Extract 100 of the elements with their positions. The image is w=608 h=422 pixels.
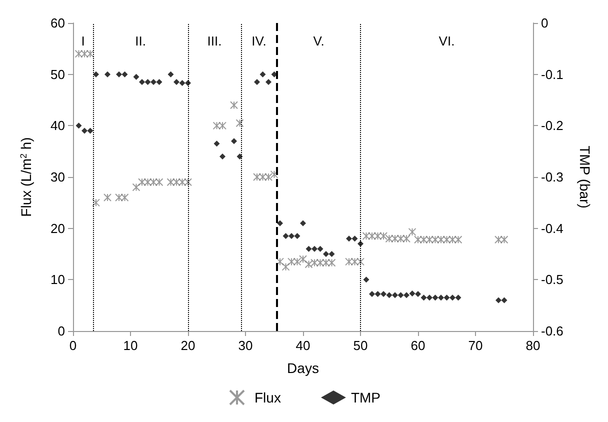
y2-tick-label: -0.2 bbox=[541, 118, 564, 134]
point bbox=[501, 297, 508, 304]
point bbox=[220, 153, 226, 160]
point bbox=[82, 128, 88, 134]
point bbox=[454, 236, 462, 244]
point bbox=[115, 194, 123, 202]
point bbox=[260, 71, 266, 78]
y-tick-label: 0 bbox=[58, 324, 65, 338]
point bbox=[386, 292, 392, 298]
point bbox=[80, 50, 88, 58]
point bbox=[74, 50, 83, 58]
x-tick-label: 10 bbox=[123, 338, 138, 353]
point bbox=[156, 79, 162, 86]
point bbox=[236, 119, 244, 128]
point bbox=[420, 294, 427, 301]
x-tick-label: 70 bbox=[468, 338, 483, 353]
point bbox=[500, 236, 508, 244]
annotation: I bbox=[81, 34, 85, 48]
point bbox=[363, 276, 370, 283]
point bbox=[362, 232, 370, 240]
y-tick-label: 50 bbox=[50, 66, 65, 82]
point bbox=[380, 291, 386, 298]
point bbox=[166, 178, 175, 186]
y2-tick-label: -0.4 bbox=[541, 220, 564, 236]
point bbox=[86, 50, 94, 58]
point bbox=[254, 79, 260, 86]
x-tick-label: 50 bbox=[353, 338, 368, 353]
point bbox=[317, 246, 324, 252]
point bbox=[144, 178, 152, 186]
point bbox=[116, 71, 122, 78]
point bbox=[438, 294, 444, 301]
point bbox=[139, 79, 145, 86]
point bbox=[270, 170, 278, 178]
y2-tick-label: -0.3 bbox=[541, 170, 564, 184]
x-tick-label: 40 bbox=[296, 338, 310, 353]
point bbox=[212, 122, 221, 130]
annotation: II. bbox=[135, 34, 146, 48]
point bbox=[277, 220, 283, 226]
point bbox=[431, 236, 440, 244]
legend-label: Flux bbox=[254, 390, 281, 406]
point bbox=[264, 173, 272, 181]
point bbox=[178, 178, 186, 186]
x-tick-label: 80 bbox=[526, 338, 540, 353]
point bbox=[402, 234, 410, 243]
point bbox=[266, 79, 272, 86]
point bbox=[288, 233, 294, 240]
point bbox=[398, 292, 404, 298]
point bbox=[316, 258, 324, 267]
point bbox=[396, 234, 405, 243]
y-tick-label: 10 bbox=[50, 272, 65, 288]
point bbox=[174, 79, 180, 86]
point bbox=[442, 236, 451, 244]
point bbox=[104, 71, 110, 78]
point bbox=[184, 178, 192, 186]
point bbox=[409, 290, 416, 297]
annotation: VI. bbox=[438, 34, 455, 48]
y-axis-title: Flux (L/m2 h) bbox=[18, 137, 34, 217]
y2-tick-label: -0.1 bbox=[541, 66, 564, 82]
point bbox=[415, 291, 421, 298]
y2-axis-title: TMP (bar) bbox=[577, 146, 593, 208]
point bbox=[253, 173, 261, 181]
point bbox=[138, 178, 146, 186]
point bbox=[426, 294, 432, 301]
legend-label: TMP bbox=[350, 390, 381, 406]
point bbox=[214, 140, 220, 147]
annotation: IV. bbox=[252, 34, 266, 48]
point bbox=[323, 251, 329, 257]
point bbox=[404, 292, 410, 298]
y2-tick-label: -0.6 bbox=[541, 324, 564, 338]
point bbox=[293, 258, 302, 266]
point bbox=[350, 258, 359, 266]
x-tick-label: 0 bbox=[69, 338, 77, 353]
point bbox=[345, 258, 353, 266]
point bbox=[346, 236, 352, 242]
point bbox=[328, 258, 336, 267]
point bbox=[231, 138, 237, 144]
point bbox=[432, 294, 438, 301]
point bbox=[288, 258, 296, 266]
y-tick-label: 20 bbox=[50, 220, 65, 236]
point bbox=[87, 128, 94, 134]
point bbox=[322, 258, 330, 267]
y-tick-label: 60 bbox=[50, 16, 65, 30]
point bbox=[391, 234, 399, 243]
point bbox=[306, 246, 312, 252]
point bbox=[448, 236, 456, 244]
point bbox=[369, 291, 375, 298]
y-tick-label: 40 bbox=[50, 118, 65, 134]
point bbox=[92, 198, 100, 207]
y2-tick-label: 0 bbox=[541, 16, 548, 30]
point bbox=[282, 233, 289, 240]
point bbox=[76, 122, 82, 129]
point bbox=[356, 258, 364, 266]
point bbox=[294, 233, 300, 240]
point bbox=[426, 236, 434, 244]
point bbox=[374, 291, 381, 298]
point bbox=[132, 183, 140, 192]
x-tick-label: 60 bbox=[410, 338, 426, 353]
annotation: V. bbox=[313, 34, 324, 48]
point bbox=[122, 71, 128, 78]
point bbox=[328, 251, 335, 257]
